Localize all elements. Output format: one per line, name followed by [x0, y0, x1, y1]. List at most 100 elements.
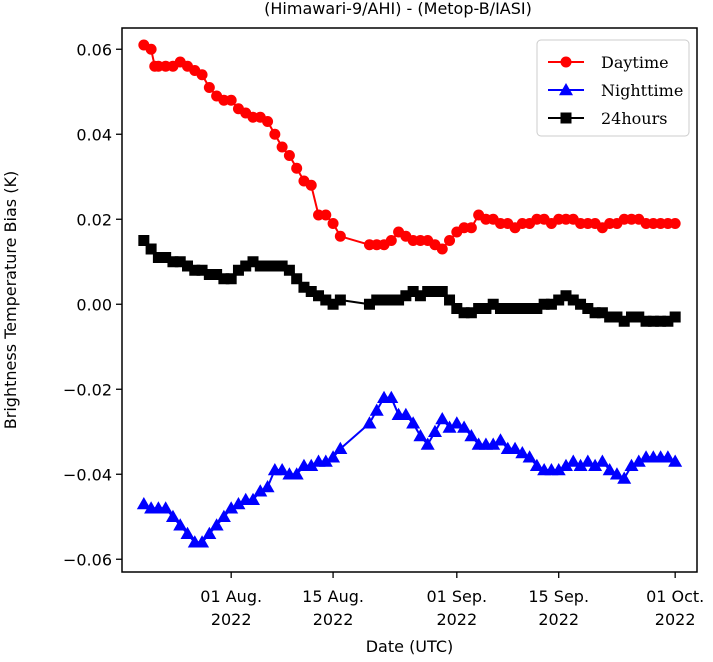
data-point-nighttime	[260, 480, 275, 493]
data-point-24hours	[604, 311, 616, 323]
x-tick-year-label: 2022	[211, 610, 252, 629]
series-layer	[136, 39, 683, 548]
data-point-24hours	[262, 260, 274, 272]
data-point-24hours	[625, 311, 637, 323]
data-point-24hours	[385, 294, 397, 306]
data-point-24hours	[633, 311, 645, 323]
data-point-nighttime	[224, 501, 239, 514]
data-point-nighttime	[318, 454, 333, 467]
data-point-24hours	[371, 294, 383, 306]
data-point-24hours	[553, 294, 565, 306]
data-point-nighttime	[165, 509, 180, 522]
data-point-nighttime	[180, 526, 195, 539]
data-point-24hours	[182, 260, 194, 272]
data-point-nighttime	[246, 492, 261, 505]
x-axis-label: Date (UTC)	[366, 637, 454, 656]
data-point-nighttime	[369, 403, 384, 416]
data-point-24hours	[160, 252, 172, 263]
y-tick-label: 0.00	[76, 295, 112, 314]
data-point-nighttime	[216, 509, 231, 522]
data-point-nighttime	[580, 454, 595, 467]
data-point-nighttime	[588, 458, 603, 471]
data-point-24hours	[211, 269, 223, 280]
data-point-nighttime	[289, 467, 304, 480]
data-point-24hours	[305, 286, 317, 297]
data-point-24hours	[575, 298, 587, 310]
data-point-24hours	[400, 290, 412, 302]
data-point-24hours	[152, 252, 164, 263]
data-point-daytime	[320, 209, 332, 221]
data-point-24hours	[545, 298, 557, 310]
data-point-24hours	[334, 294, 346, 306]
data-point-24hours	[647, 315, 659, 327]
data-point-daytime	[269, 128, 281, 140]
data-point-daytime	[203, 82, 215, 93]
data-point-24hours	[269, 260, 281, 272]
data-point-24hours	[254, 260, 266, 272]
data-point-nighttime	[508, 441, 523, 454]
data-point-nighttime	[609, 467, 624, 480]
data-point-nighttime	[449, 416, 464, 429]
data-point-daytime	[262, 116, 274, 127]
data-point-24hours	[531, 303, 543, 314]
data-point-daytime	[283, 150, 295, 161]
data-point-24hours	[560, 290, 572, 302]
data-point-nighttime	[326, 450, 341, 463]
chart-title: (Himawari-9/AHI) - (Metop-B/IASI)	[264, 0, 532, 18]
legend-label-24hours: 24hours	[601, 109, 667, 128]
data-point-24hours	[203, 269, 215, 280]
data-point-24hours	[291, 273, 303, 285]
y-tick-label: −0.06	[63, 550, 112, 569]
data-point-24hours	[480, 303, 492, 314]
data-point-24hours	[509, 303, 521, 314]
series-24hours	[138, 235, 681, 327]
data-point-24hours	[393, 294, 405, 306]
data-point-nighttime	[515, 446, 530, 459]
plot-frame	[121, 27, 698, 573]
data-point-24hours	[240, 260, 252, 272]
data-point-24hours	[247, 256, 259, 268]
data-point-24hours	[567, 294, 579, 306]
data-point-nighttime	[275, 463, 290, 476]
data-point-nighttime	[173, 518, 188, 531]
data-point-daytime	[444, 235, 456, 246]
legend-marker-daytime	[560, 56, 572, 68]
data-point-24hours	[582, 303, 594, 314]
data-point-nighttime	[253, 484, 268, 497]
data-point-24hours	[516, 303, 528, 314]
x-tick-label: 15 Aug.	[302, 587, 364, 606]
x-tick-label: 01 Aug.	[200, 587, 262, 606]
data-point-24hours	[189, 264, 201, 276]
data-point-24hours	[232, 264, 244, 276]
data-point-daytime	[465, 222, 477, 234]
data-point-nighttime	[384, 390, 399, 403]
x-tick-label: 01 Oct.	[646, 587, 704, 606]
data-point-nighttime	[522, 450, 537, 463]
data-point-nighttime	[624, 458, 639, 471]
series-nighttime	[136, 390, 683, 548]
data-point-nighttime	[529, 458, 544, 471]
data-point-nighttime	[406, 416, 421, 429]
legend-label-nighttime: Nighttime	[601, 81, 683, 100]
data-point-daytime	[385, 235, 397, 246]
data-point-nighttime	[486, 437, 501, 450]
data-point-nighttime	[420, 437, 435, 450]
data-point-nighttime	[304, 458, 319, 471]
data-point-24hours	[487, 298, 499, 310]
data-point-24hours	[225, 273, 237, 285]
data-point-24hours	[138, 235, 150, 246]
data-point-24hours	[407, 286, 419, 297]
data-point-daytime	[291, 162, 303, 174]
data-point-nighttime	[551, 463, 566, 476]
data-point-24hours	[538, 298, 550, 310]
y-tick-label: −0.04	[63, 465, 112, 484]
data-point-nighttime	[464, 429, 479, 442]
data-point-nighttime	[202, 526, 217, 539]
data-point-nighttime	[493, 433, 508, 446]
data-point-nighttime	[427, 424, 442, 437]
data-point-24hours	[524, 303, 536, 314]
data-point-24hours	[465, 307, 477, 319]
data-point-nighttime	[668, 454, 683, 467]
data-point-nighttime	[558, 458, 573, 471]
